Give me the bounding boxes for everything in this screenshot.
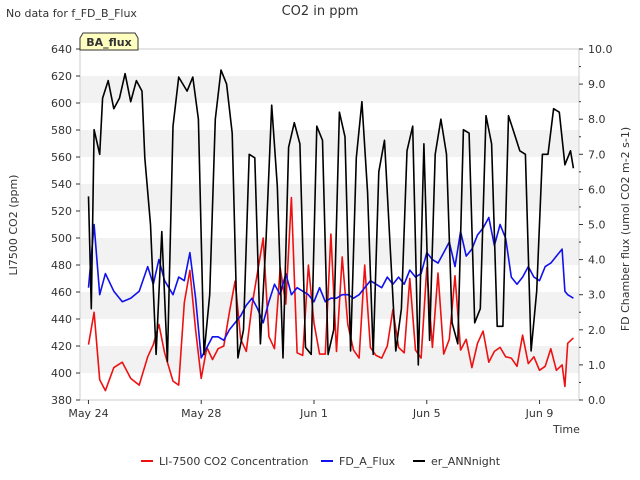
y-left-tick-label: 600 xyxy=(51,97,72,110)
x-tick-label: May 28 xyxy=(181,407,221,420)
ba-flux-badge: BA_flux xyxy=(79,32,139,51)
series-layer xyxy=(87,69,575,392)
badge-shape xyxy=(79,32,139,51)
grid-band xyxy=(80,130,579,157)
legend-label-0: LI-7500 CO2 Concentration xyxy=(159,455,309,468)
y-right-tick-label: 1.0 xyxy=(588,359,606,372)
y-right-tick-label: 9.0 xyxy=(588,78,606,91)
axes-layer: 380 400 420 440 460 480 500 520 540 560 580 600 620 6… xyxy=(51,43,613,420)
y-left-tick-label: 380 xyxy=(51,394,72,407)
y-right-tick-label: 4.0 xyxy=(588,254,606,267)
y-left-tick-label: 440 xyxy=(51,313,72,326)
y-left-tick-label: 480 xyxy=(51,259,72,272)
series-line-1 xyxy=(87,216,574,359)
y-right-tick-label: 2.0 xyxy=(588,324,606,337)
legend-label-1: FD_A_Flux xyxy=(339,455,396,468)
y-left-tick-label: 580 xyxy=(51,124,72,137)
x-tick-label: Jun 5 xyxy=(412,407,441,420)
badge-label: BA_flux xyxy=(86,36,131,49)
y-left-tick-label: 500 xyxy=(51,232,72,245)
y-left-tick-label: 640 xyxy=(51,43,72,56)
x-axis-label: Time xyxy=(552,423,580,436)
no-data-note: No data for f_FD_B_Flux xyxy=(6,7,137,20)
y-left-tick-label: 520 xyxy=(51,205,72,218)
x-tick-label: Jun 9 xyxy=(525,407,554,420)
y-left-tick-label: 540 xyxy=(51,178,72,191)
chart-title: CO2 in ppm xyxy=(282,4,359,19)
x-tick-label: Jun 1 xyxy=(299,407,328,420)
y-right-tick-label: 3.0 xyxy=(588,289,606,302)
grid-band xyxy=(80,76,579,103)
y-axis-right-label: FD Chamber flux (umol CO2 m-2 s-1) xyxy=(619,127,632,331)
y-right-tick-label: 0.0 xyxy=(588,394,606,407)
legend: LI-7500 CO2 Concentration FD_A_Flux er_ANN… xyxy=(141,455,501,468)
y-right-tick-label: 7.0 xyxy=(588,148,606,161)
y-axis-left-label: LI7500 CO2 (ppm) xyxy=(7,175,20,276)
x-tick-label: May 24 xyxy=(68,407,108,420)
y-right-tick-label: 5.0 xyxy=(588,219,606,232)
y-left-tick-label: 460 xyxy=(51,286,72,299)
y-left-tick-label: 620 xyxy=(51,70,72,83)
legend-label-2: er_ANNnight xyxy=(431,455,501,468)
y-right-tick-label: 6.0 xyxy=(588,183,606,196)
series-line-0 xyxy=(87,196,574,392)
series-line-2 xyxy=(87,69,575,366)
grid-band xyxy=(80,184,579,211)
y-right-tick-label: 10.0 xyxy=(588,43,613,56)
y-left-tick-label: 560 xyxy=(51,151,72,164)
y-left-tick-label: 420 xyxy=(51,340,72,353)
y-right-tick-label: 8.0 xyxy=(588,113,606,126)
y-left-tick-label: 400 xyxy=(51,367,72,380)
